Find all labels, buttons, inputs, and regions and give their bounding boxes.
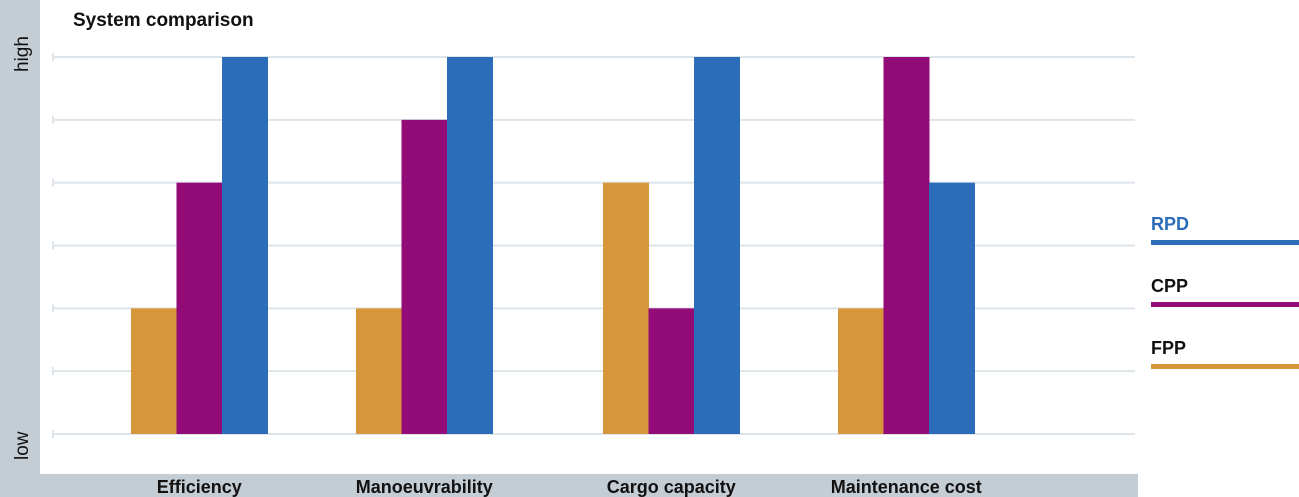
legend-label-fpp: FPP <box>1151 338 1186 358</box>
y-axis-band <box>0 0 40 497</box>
legend: RPD CPP FPP <box>1151 214 1299 369</box>
x-tick-labels: Efficiency Manoeuvrability Cargo capacity M… <box>157 477 982 497</box>
bar-fpp <box>356 308 402 434</box>
legend-label-cpp: CPP <box>1151 276 1188 296</box>
legend-swatch-cpp <box>1151 302 1299 307</box>
bar-rpd <box>447 57 493 434</box>
x-axis-band <box>0 474 1138 497</box>
bar-cpp <box>883 57 930 434</box>
legend-swatch-fpp <box>1151 364 1299 369</box>
bar-fpp <box>131 308 177 434</box>
bar-rpd <box>222 57 268 434</box>
bars <box>131 57 975 434</box>
x-tick-label: Maintenance cost <box>831 477 982 497</box>
chart-title: System comparison <box>73 10 254 31</box>
bar-fpp <box>838 308 884 434</box>
x-tick-label: Efficiency <box>157 477 242 497</box>
bar-rpd <box>694 57 740 434</box>
legend-label-rpd: RPD <box>1151 214 1189 234</box>
bar-cpp <box>176 182 223 434</box>
x-tick-label: Cargo capacity <box>607 477 736 497</box>
bar-cpp <box>401 119 448 434</box>
y-axis-label-low: low <box>12 431 33 460</box>
x-tick-label: Manoeuvrability <box>356 477 493 497</box>
legend-swatch-rpd <box>1151 240 1299 245</box>
bar-rpd <box>929 182 975 434</box>
bar-fpp <box>603 182 649 434</box>
y-axis-label-high: high <box>12 36 33 72</box>
bar-cpp <box>648 308 695 434</box>
